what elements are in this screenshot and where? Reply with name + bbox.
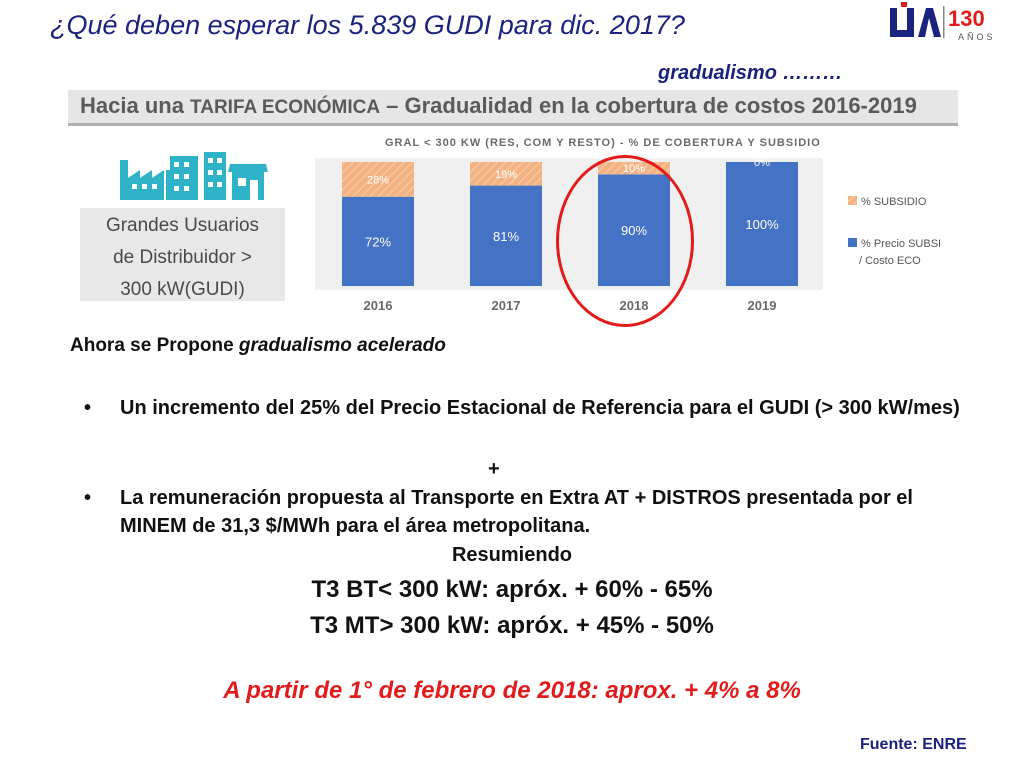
data-label-cobertura-2017: 81% (493, 229, 519, 244)
legend-label-subsidio: % SUBSIDIO (861, 196, 927, 208)
banner-caps: TARIFA ECONÓMICA (190, 97, 381, 118)
uia-130-logo: 130 AÑOS (890, 2, 996, 42)
proposal-intro: Ahora se Propone gradualismo acelerado (70, 335, 446, 357)
gudi-line-2: de Distribuidor > (113, 247, 252, 268)
highlight-circle (556, 155, 694, 327)
data-label-cobertura-2019: 100% (745, 217, 779, 232)
legend-swatch-subsidio (848, 196, 857, 205)
source-note: Fuente: ENRE (860, 736, 967, 753)
t3-mt-summary: T3 MT> 300 kW: apróx. + 45% - 50% (310, 612, 714, 639)
banner-prefix: Hacia una (80, 93, 191, 118)
legend-label-cobertura: % Precio SUBSI / Costo ECO (859, 238, 941, 267)
bullet-marker: • (84, 487, 92, 509)
legend-swatch-cobertura (848, 238, 857, 247)
gudi-label-box: Grandes Usuarios de Distribuidor > 300 k… (80, 208, 285, 301)
slide-subtitle: gradualismo ……… (658, 62, 843, 84)
x-tick-label-2017: 2017 (492, 298, 521, 313)
bar-cobertura-2019 (726, 162, 798, 286)
plus-sign: + (488, 458, 500, 480)
x-tick-label-2019: 2019 (748, 298, 777, 313)
t3-bt-summary: T3 BT< 300 kW: apróx. + 60% - 65% (311, 576, 713, 603)
gudi-line-1: Grandes Usuarios (105, 215, 260, 236)
logo-number: 130 (948, 6, 985, 31)
bullet-item-1: Un incremento del 25% del Precio Estacio… (120, 397, 960, 419)
slide-title: ¿Qué deben esperar los 5.839 GUDI para d… (50, 10, 685, 40)
data-label-subsidio-2016: 28% (367, 174, 389, 186)
section-banner: Hacia una TARIFA ECONÓMICA – Gradualidad… (68, 90, 958, 126)
banner-suffix: – Gradualidad en la cobertura de costos … (380, 93, 917, 118)
bar-cobertura-2016 (342, 196, 414, 286)
summary-heading: Resumiendo (451, 544, 573, 566)
bar-subsidio-2016 (342, 162, 414, 197)
bullet-item-2: La remuneración propuesta al Transporte … (120, 487, 913, 537)
proposal-intro-normal: Ahora se Propone (70, 335, 239, 356)
industry-buildings-icon (120, 152, 268, 200)
x-tick-label-2016: 2016 (364, 298, 393, 313)
data-label-cobertura-2016: 72% (365, 234, 391, 249)
data-label-subsidio-2019: 0% (754, 157, 770, 169)
chart-title: GRAL < 300 KW (RES, COM Y RESTO) - % DE … (385, 137, 821, 149)
gudi-line-3: 300 kW(GUDI) (120, 279, 245, 300)
logo-subtext: AÑOS (958, 32, 996, 42)
bar-subsidio-2017 (470, 162, 542, 186)
proposal-intro-italic: gradualismo acelerado (238, 335, 446, 356)
data-label-subsidio-2017: 19% (495, 169, 517, 181)
february-highlight: A partir de 1° de febrero de 2018: aprox… (223, 677, 801, 704)
bullet-marker: • (84, 397, 92, 419)
bar-cobertura-2017 (470, 185, 542, 286)
